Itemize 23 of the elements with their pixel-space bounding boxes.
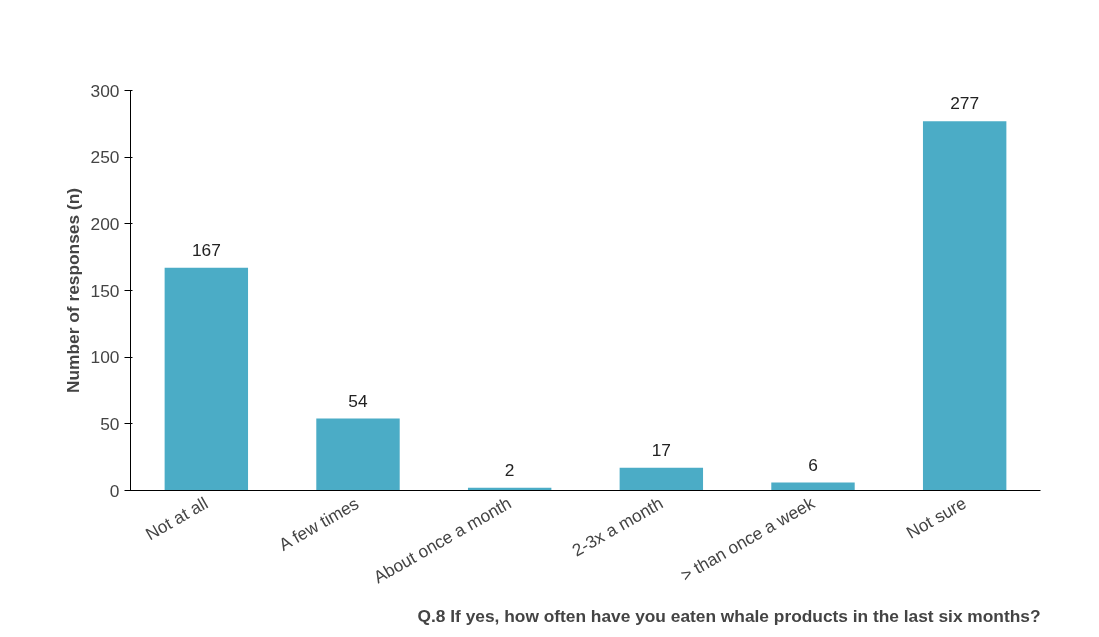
y-tick-label: 50 (100, 413, 120, 434)
y-tick-label: 150 (90, 280, 120, 301)
y-tick-label: 250 (90, 147, 120, 168)
x-tick-label: Not sure (902, 492, 970, 543)
data-label: 17 (651, 439, 671, 460)
x-axis-title: Q.8 If yes, how often have you eaten whale products in the last six months? (417, 605, 1041, 626)
data-label: 6 (808, 454, 818, 475)
data-label: 54 (348, 390, 368, 411)
data-label: 277 (950, 93, 980, 114)
x-tick-label: A few times (275, 493, 363, 555)
data-label: 167 (191, 239, 221, 260)
y-tick-label: 300 (90, 80, 120, 101)
y-tick-label: 0 (109, 480, 120, 501)
x-tick-label: Not at all (142, 492, 212, 545)
x-tick-label: > than once a week (677, 492, 819, 586)
y-tick-label: 200 (90, 213, 120, 234)
bar (316, 418, 400, 491)
bar (164, 267, 249, 491)
y-tick-label: 100 (90, 347, 120, 368)
data-label: 2 (504, 459, 515, 480)
bar (922, 121, 1007, 491)
y-axis-title: Number of responses (n) (62, 187, 83, 394)
bar (619, 467, 704, 491)
